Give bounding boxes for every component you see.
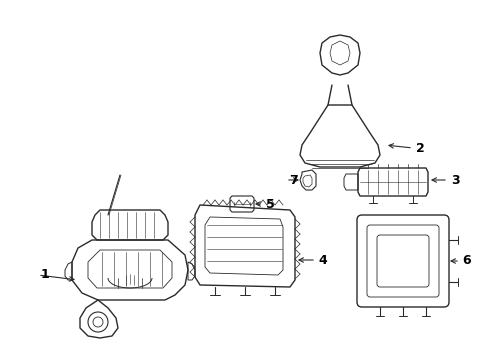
Text: 5: 5 [265, 198, 274, 211]
Text: 3: 3 [450, 174, 458, 186]
Text: 6: 6 [462, 255, 470, 267]
Text: 7: 7 [288, 174, 297, 186]
Text: 1: 1 [41, 269, 49, 282]
Text: 4: 4 [318, 253, 326, 266]
Text: 2: 2 [415, 141, 424, 154]
